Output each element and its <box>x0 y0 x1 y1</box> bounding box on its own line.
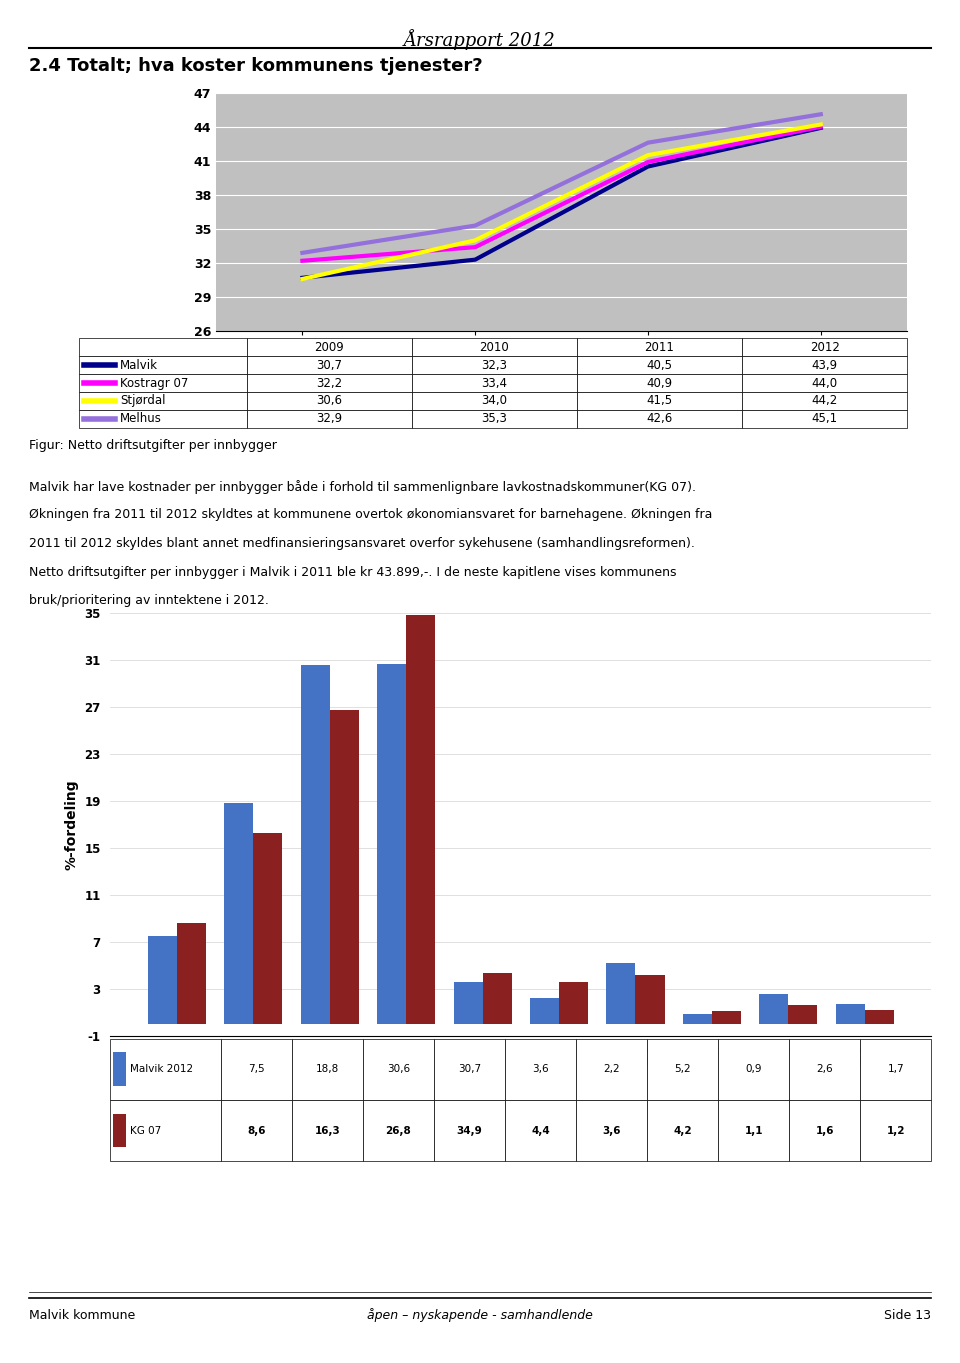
Text: 2011 til 2012 skyldes blant annet medfinansieringsansvaret overfor sykehusene (s: 2011 til 2012 skyldes blant annet medfin… <box>29 537 695 551</box>
Text: 5,2: 5,2 <box>674 1065 691 1074</box>
Text: 2011: 2011 <box>644 341 675 353</box>
Text: 2012: 2012 <box>809 341 840 353</box>
Text: 32,3: 32,3 <box>481 358 508 372</box>
Text: 1,1: 1,1 <box>744 1126 763 1135</box>
Y-axis label: %-fordeling: %-fordeling <box>64 780 79 870</box>
Text: 26,8: 26,8 <box>386 1126 411 1135</box>
Text: Stjørdal: Stjørdal <box>120 394 165 408</box>
Bar <box>225 803 253 1024</box>
Text: 2010: 2010 <box>480 341 509 353</box>
Text: 30,7: 30,7 <box>458 1065 481 1074</box>
Text: bruk/prioritering av inntektene i 2012.: bruk/prioritering av inntektene i 2012. <box>29 594 269 608</box>
Bar <box>788 1006 817 1024</box>
Text: 16,3: 16,3 <box>315 1126 340 1135</box>
Text: Kostragr 07: Kostragr 07 <box>120 376 188 390</box>
Text: 35,3: 35,3 <box>482 413 507 425</box>
Text: 3,6: 3,6 <box>602 1126 621 1135</box>
Text: 18,8: 18,8 <box>316 1065 339 1074</box>
Text: Side 13: Side 13 <box>884 1308 931 1322</box>
Bar <box>683 1014 712 1024</box>
Bar <box>483 972 512 1024</box>
Text: åpen – nyskapende - samhandlende: åpen – nyskapende - samhandlende <box>367 1308 593 1322</box>
Text: 40,9: 40,9 <box>646 376 673 390</box>
Text: 3,6: 3,6 <box>532 1065 549 1074</box>
Bar <box>377 664 406 1024</box>
Text: 34,0: 34,0 <box>481 394 508 408</box>
Text: 8,6: 8,6 <box>247 1126 266 1135</box>
Text: Netto driftsutgifter per innbygger i Malvik i 2011 ble kr 43.899,-. I de neste k: Netto driftsutgifter per innbygger i Mal… <box>29 566 676 579</box>
Text: 1,6: 1,6 <box>815 1126 834 1135</box>
Text: Figur: Netto driftsutgifter per innbygger: Figur: Netto driftsutgifter per innbygge… <box>29 439 276 453</box>
Bar <box>607 964 636 1024</box>
Bar <box>406 615 435 1024</box>
Text: Malvik kommune: Malvik kommune <box>29 1308 135 1322</box>
Bar <box>636 975 664 1024</box>
Text: 43,9: 43,9 <box>811 358 838 372</box>
Text: KG 07: KG 07 <box>130 1126 161 1135</box>
Text: Malvik har lave kostnader per innbygger både i forhold til sammenlignbare lavkos: Malvik har lave kostnader per innbygger … <box>29 480 696 493</box>
Bar <box>148 936 177 1024</box>
Text: 4,4: 4,4 <box>531 1126 550 1135</box>
Text: Malvik 2012: Malvik 2012 <box>130 1065 193 1074</box>
Bar <box>836 1005 865 1024</box>
Text: 42,6: 42,6 <box>646 413 673 425</box>
Text: 1,7: 1,7 <box>887 1065 904 1074</box>
Bar <box>177 923 205 1024</box>
Text: 2009: 2009 <box>315 341 344 353</box>
Text: 30,7: 30,7 <box>316 358 343 372</box>
Text: 32,2: 32,2 <box>316 376 343 390</box>
Text: Melhus: Melhus <box>120 413 162 425</box>
Text: 30,6: 30,6 <box>387 1065 410 1074</box>
Bar <box>329 710 359 1024</box>
Text: 2,6: 2,6 <box>816 1065 833 1074</box>
Bar <box>865 1010 894 1024</box>
Text: Økningen fra 2011 til 2012 skyldtes at kommunene overtok økonomiansvaret for bar: Økningen fra 2011 til 2012 skyldtes at k… <box>29 508 712 522</box>
Text: 4,2: 4,2 <box>673 1126 692 1135</box>
Bar <box>712 1011 741 1024</box>
Bar <box>253 833 282 1024</box>
Bar <box>559 981 588 1024</box>
Text: 2.4 Totalt; hva koster kommunens tjenester?: 2.4 Totalt; hva koster kommunens tjenest… <box>29 57 483 75</box>
Text: 44,0: 44,0 <box>811 376 838 390</box>
Text: 33,4: 33,4 <box>481 376 508 390</box>
Text: 40,5: 40,5 <box>646 358 673 372</box>
Bar <box>453 981 483 1024</box>
Bar <box>759 994 788 1024</box>
Text: 1,2: 1,2 <box>886 1126 905 1135</box>
Text: 7,5: 7,5 <box>248 1065 265 1074</box>
Text: 34,9: 34,9 <box>457 1126 482 1135</box>
Bar <box>530 998 559 1024</box>
Text: 41,5: 41,5 <box>646 394 673 408</box>
Text: Malvik: Malvik <box>120 358 158 372</box>
Text: Årsrapport 2012: Årsrapport 2012 <box>404 29 556 50</box>
Text: 44,2: 44,2 <box>811 394 838 408</box>
Text: 30,6: 30,6 <box>316 394 343 408</box>
Text: 45,1: 45,1 <box>811 413 838 425</box>
Text: 2,2: 2,2 <box>603 1065 620 1074</box>
Text: 32,9: 32,9 <box>316 413 343 425</box>
Bar <box>300 665 329 1024</box>
Text: 0,9: 0,9 <box>745 1065 762 1074</box>
